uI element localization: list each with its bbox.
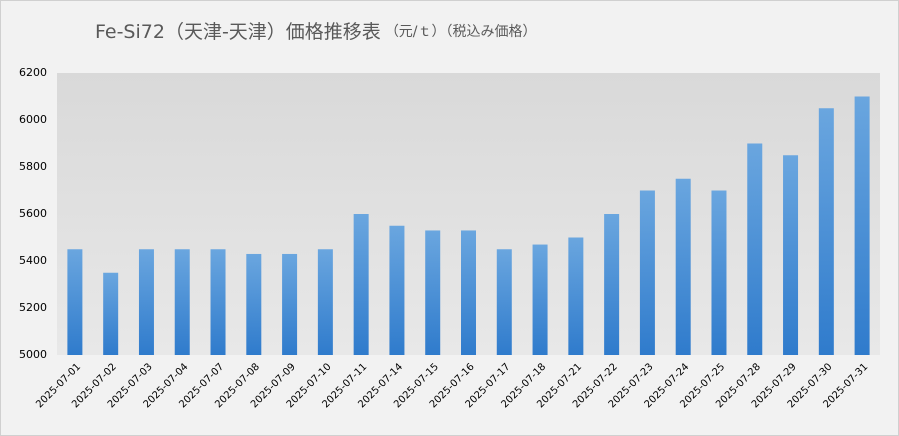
bar [783, 155, 799, 355]
bar [67, 249, 83, 355]
bar [496, 249, 512, 355]
bar [675, 178, 691, 355]
bar [461, 230, 476, 355]
title: Fe-Si72（天津-天津）価格推移表 [95, 21, 381, 43]
y-tick-label: 6000 [19, 113, 47, 126]
bar [389, 225, 405, 355]
bar [353, 214, 369, 355]
bar [103, 272, 119, 355]
y-tick-label: 5400 [19, 254, 47, 267]
bar [568, 237, 584, 355]
bar [282, 253, 298, 355]
bar [854, 96, 870, 355]
bar [317, 249, 333, 355]
bar [639, 190, 655, 355]
y-tick-label: 5000 [19, 348, 47, 361]
subtitle: （元/ｔ）（税込み価格） [385, 24, 537, 40]
bar [711, 190, 727, 355]
bar [604, 214, 620, 355]
y-tick-label: 6200 [19, 66, 47, 79]
bar [174, 249, 190, 355]
y-tick-label: 5800 [19, 160, 47, 173]
y-tick-label: 5600 [19, 207, 47, 220]
bar [425, 230, 441, 355]
bar [138, 249, 154, 355]
bar [747, 143, 763, 355]
y-tick-label: 5200 [19, 301, 47, 314]
bar [818, 108, 834, 355]
bar [246, 253, 262, 355]
bar [532, 244, 548, 355]
chart-title: Fe-Si72（天津-天津）価格推移表 （元/ｔ）（税込み価格） [95, 21, 537, 43]
bar [210, 249, 226, 355]
